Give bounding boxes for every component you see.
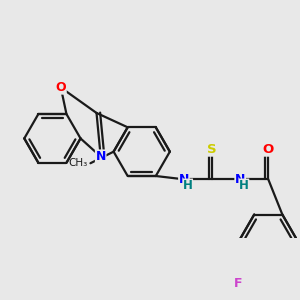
Text: H: H	[183, 179, 193, 192]
Text: F: F	[233, 277, 242, 290]
Text: N: N	[95, 150, 106, 163]
Text: N: N	[179, 173, 189, 186]
Text: CH₃: CH₃	[69, 158, 88, 168]
Text: S: S	[207, 143, 217, 156]
Text: H: H	[239, 179, 249, 192]
Text: O: O	[262, 143, 274, 156]
Text: O: O	[56, 81, 66, 94]
Text: N: N	[235, 173, 245, 186]
